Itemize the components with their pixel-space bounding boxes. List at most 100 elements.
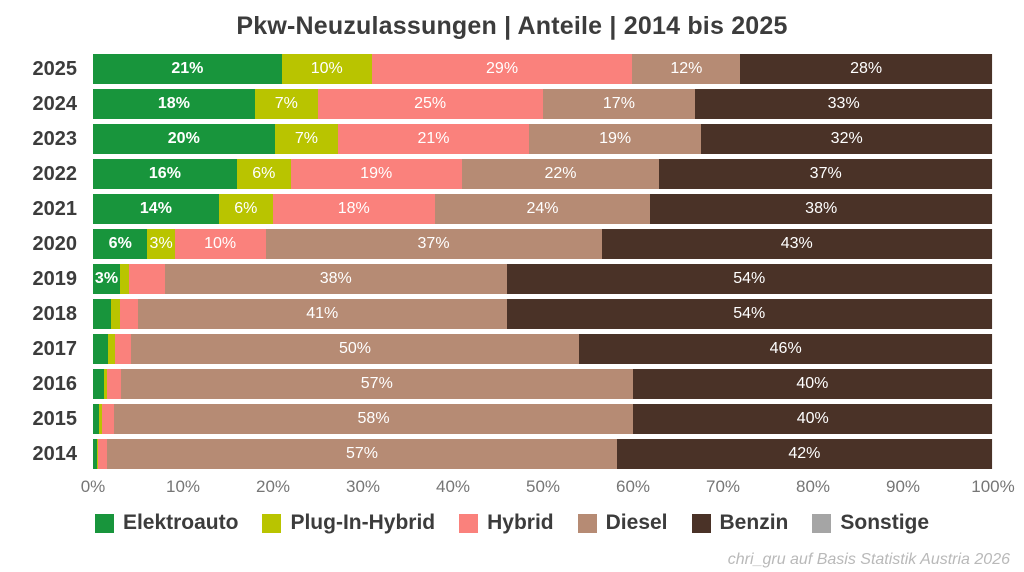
year-label: 2021 bbox=[32, 197, 78, 220]
segment-plug-in-hybrid bbox=[96, 439, 99, 469]
legend-label: Elektroauto bbox=[122, 511, 239, 534]
segment-elektroauto: 16% bbox=[93, 159, 237, 189]
segment-hybrid bbox=[101, 404, 114, 434]
segment-elektroauto: 18% bbox=[93, 89, 255, 119]
legend-swatch-icon bbox=[691, 513, 711, 533]
segment-plug-in-hybrid: 3% bbox=[147, 229, 175, 259]
x-tick-label: 10% bbox=[165, 477, 201, 496]
x-tick-label: 40% bbox=[435, 477, 471, 496]
segment-elektroauto: 6% bbox=[93, 229, 148, 259]
legend-swatch-icon bbox=[577, 513, 597, 533]
segment-benzin: 42% bbox=[616, 439, 992, 469]
bar-row-2025: 2025 21% 10% 29% 12% 28% bbox=[0, 54, 1024, 84]
segment-plug-in-hybrid: 7% bbox=[254, 89, 318, 119]
bar-row-2019: 2019 3% 38% 54% bbox=[0, 264, 1024, 294]
segment-diesel: 50% bbox=[130, 334, 580, 364]
bar-row-2015: 2015 58% 40% bbox=[0, 404, 1024, 434]
legend-item-hybrid: Hybrid bbox=[459, 511, 554, 535]
segment-diesel: 41% bbox=[137, 299, 507, 329]
stacked-bar: 58% 40% bbox=[93, 404, 993, 434]
legend-swatch-icon bbox=[812, 513, 832, 533]
segment-hybrid bbox=[119, 299, 138, 329]
segment-hybrid bbox=[107, 369, 121, 399]
segment-hybrid bbox=[114, 334, 131, 364]
legend: Elektroauto Plug-In-Hybrid Hybrid Diesel Ben… bbox=[0, 511, 1024, 535]
stacked-bar-chart: 2025 21% 10% 29% 12% 28% 2024 18% 7% 25% 17% 33% 202… bbox=[0, 54, 1024, 498]
x-axis: 0% 10% 20% 30% 40% 50% 60% 70% 80% 90% 100% bbox=[81, 474, 1015, 498]
legend-label: Sonstige bbox=[840, 511, 930, 534]
segment-elektroauto: 21% bbox=[93, 54, 282, 84]
legend-swatch-icon bbox=[94, 513, 114, 533]
segment-diesel: 22% bbox=[461, 159, 660, 189]
segment-diesel: 37% bbox=[265, 229, 602, 259]
segment-elektroauto: 3% bbox=[93, 264, 120, 294]
segment-plug-in-hybrid bbox=[108, 334, 115, 364]
segment-diesel: 19% bbox=[528, 124, 702, 154]
stacked-bar: 50% 46% bbox=[93, 334, 993, 364]
stacked-bar: 20% 7% 21% 19% 32% bbox=[93, 124, 993, 154]
x-tick-label: 90% bbox=[885, 477, 921, 496]
x-tick-label: 70% bbox=[705, 477, 741, 496]
legend-item-elektroauto: Elektroauto bbox=[94, 511, 239, 535]
segment-diesel: 57% bbox=[120, 369, 633, 399]
stacked-bar: 16% 6% 19% 22% 37% bbox=[93, 159, 993, 189]
segment-benzin: 40% bbox=[632, 369, 992, 399]
chart-title: Pkw-Neuzulassungen | Anteile | 2014 bis … bbox=[236, 12, 788, 40]
x-tick-label: 0% bbox=[80, 477, 106, 496]
segment-hybrid: 25% bbox=[317, 89, 543, 119]
bar-row-2023: 2023 20% 7% 21% 19% 32% bbox=[0, 124, 1024, 154]
stacked-bar: 57% 40% bbox=[93, 369, 993, 399]
segment-diesel: 12% bbox=[632, 54, 741, 84]
source-credit: chri_gru auf Basis Statistik Austria 202… bbox=[727, 551, 1010, 568]
x-tick-label: 50% bbox=[525, 477, 561, 496]
segment-hybrid bbox=[128, 264, 165, 294]
segment-plug-in-hybrid bbox=[99, 404, 102, 434]
bar-row-2024: 2024 18% 7% 25% 17% 33% bbox=[0, 89, 1024, 119]
segment-diesel: 24% bbox=[434, 194, 651, 224]
year-label: 2016 bbox=[32, 372, 78, 395]
segment-elektroauto: 14% bbox=[93, 194, 219, 224]
segment-elektroauto bbox=[93, 299, 111, 329]
stacked-bar: 41% 54% bbox=[93, 299, 993, 329]
x-tick-label: 30% bbox=[345, 477, 381, 496]
segment-hybrid: 21% bbox=[338, 124, 529, 154]
stacked-bar: 18% 7% 25% 17% 33% bbox=[93, 89, 993, 119]
legend-swatch-icon bbox=[459, 513, 479, 533]
segment-elektroauto bbox=[93, 334, 109, 364]
segment-plug-in-hybrid: 6% bbox=[218, 194, 273, 224]
legend-swatch-icon bbox=[262, 513, 282, 533]
legend-item-sonstige: Sonstige bbox=[812, 511, 929, 535]
stacked-bar: 21% 10% 29% 12% 28% bbox=[93, 54, 993, 84]
bar-row-2018: 2018 41% 54% bbox=[0, 299, 1024, 329]
segment-elektroauto bbox=[93, 369, 104, 399]
stacked-bar: 6% 3% 10% 37% 43% bbox=[93, 229, 993, 259]
bar-row-2022: 2022 16% 6% 19% 22% 37% bbox=[0, 159, 1024, 189]
bar-row-2021: 2021 14% 6% 18% 24% 38% bbox=[0, 194, 1024, 224]
segment-hybrid: 18% bbox=[272, 194, 435, 224]
segment-hybrid: 29% bbox=[371, 54, 633, 84]
segment-diesel: 57% bbox=[107, 439, 617, 469]
segment-benzin: 28% bbox=[740, 54, 992, 84]
stacked-bar: 14% 6% 18% 24% 38% bbox=[93, 194, 993, 224]
legend-label: Diesel bbox=[605, 511, 668, 534]
year-label: 2023 bbox=[32, 127, 78, 150]
bar-row-2016: 2016 57% 40% bbox=[0, 369, 1024, 399]
segment-benzin: 54% bbox=[506, 299, 992, 329]
segment-elektroauto bbox=[93, 404, 100, 434]
segment-plug-in-hybrid bbox=[103, 369, 108, 399]
segment-diesel: 17% bbox=[542, 89, 696, 119]
stacked-bar: 57% 42% bbox=[93, 439, 993, 469]
segment-diesel: 38% bbox=[164, 264, 507, 294]
x-tick-label: 80% bbox=[795, 477, 831, 496]
segment-benzin: 46% bbox=[579, 334, 993, 364]
segment-benzin: 38% bbox=[650, 194, 992, 224]
year-label: 2019 bbox=[32, 267, 78, 290]
year-label: 2020 bbox=[32, 232, 78, 255]
legend-item-diesel: Diesel bbox=[577, 511, 668, 535]
legend-item-plug-in-hybrid: Plug-In-Hybrid bbox=[262, 511, 435, 535]
year-label: 2022 bbox=[32, 162, 78, 185]
segment-elektroauto: 20% bbox=[93, 124, 275, 154]
legend-label: Hybrid bbox=[487, 511, 554, 534]
x-tick-label: 60% bbox=[615, 477, 651, 496]
